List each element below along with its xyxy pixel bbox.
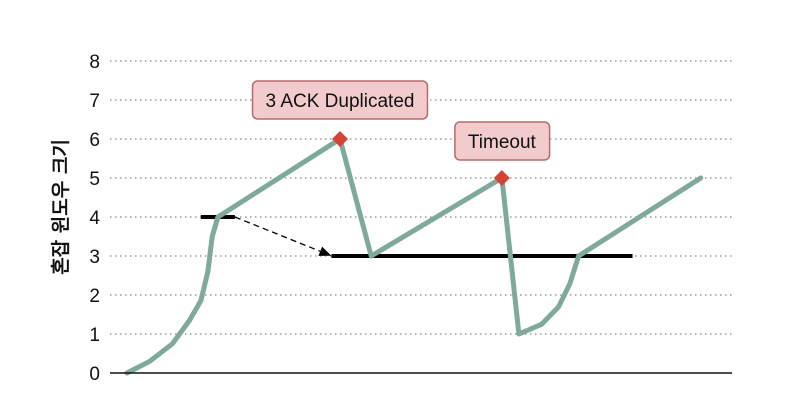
y-tick-label: 4 [89, 208, 100, 229]
diamond-marker [493, 170, 510, 186]
diamond-marker [332, 131, 348, 147]
y-tick-label: 7 [89, 91, 100, 112]
callout: 3 ACK Duplicated [251, 80, 429, 120]
callout: Timeout [454, 121, 551, 161]
y-axis: 0 1 2 3 4 5 6 7 8 [89, 52, 100, 385]
y-tick-label: 0 [89, 364, 100, 385]
y-axis-title: 혼잡 윈도우 크기 [49, 139, 72, 275]
y-tick-label: 8 [89, 52, 100, 73]
transition-arrow [234, 216, 332, 256]
y-tick-label: 2 [89, 286, 100, 307]
y-tick-label: 6 [89, 130, 100, 151]
marker-layer [332, 131, 510, 186]
y-tick-label: 1 [89, 325, 100, 346]
callout-layer: 3 ACK Duplicated Timeout [251, 80, 551, 161]
dashed-arrow [234, 216, 332, 256]
callout-box [454, 121, 551, 161]
callout-box [251, 80, 429, 120]
y-tick-label: 3 [89, 247, 100, 268]
callout-label: Timeout [468, 132, 537, 153]
threshold-lines [200, 215, 633, 258]
callout-label: 3 ACK Duplicated [266, 91, 415, 112]
y-tick-label: 5 [89, 169, 100, 190]
